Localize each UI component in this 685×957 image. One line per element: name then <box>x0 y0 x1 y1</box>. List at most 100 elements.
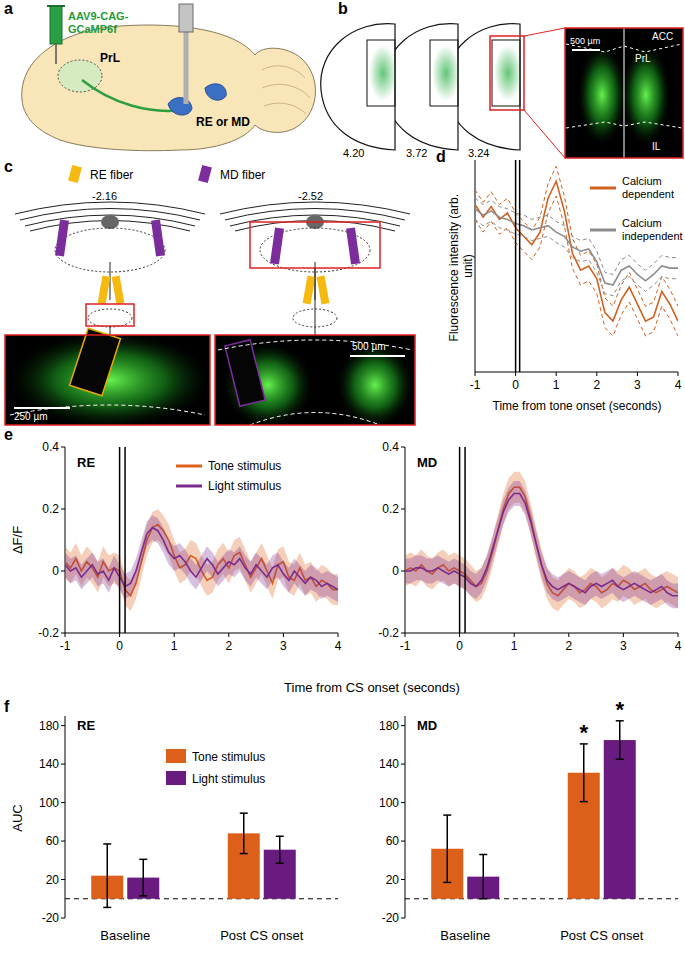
panel-letter: e <box>4 426 13 443</box>
y-tick-label: 20 <box>386 873 400 887</box>
y-tick-label: 0.4 <box>42 440 59 454</box>
region-label: IL <box>652 141 661 152</box>
y-tick-label: 140 <box>379 757 399 771</box>
onset-line <box>519 160 521 372</box>
prl-region <box>58 60 102 92</box>
y-tick <box>401 725 405 726</box>
x-tick <box>405 633 406 637</box>
error-cap <box>479 854 487 856</box>
fiber <box>317 276 330 305</box>
legend-swatch <box>198 165 212 183</box>
fiber <box>346 228 360 265</box>
legend-swatch <box>166 749 186 763</box>
x-tick-label: 2 <box>593 378 600 392</box>
section-outline <box>15 202 205 231</box>
onset-line <box>459 447 461 633</box>
fiber <box>112 276 125 305</box>
error-cap <box>276 835 284 837</box>
x-tick <box>678 633 679 637</box>
region-boundary <box>218 340 412 425</box>
error-line <box>475 196 678 336</box>
error-bar <box>580 744 588 802</box>
y-tick <box>401 509 405 510</box>
x-tick <box>514 633 515 637</box>
error-stem <box>447 815 449 882</box>
chart: -101234Calcium dependentCalcium independ… <box>470 160 683 392</box>
onset-line <box>124 447 126 633</box>
x-tick-label: Baseline <box>100 928 150 943</box>
zoom-line <box>524 28 565 36</box>
bar <box>604 740 636 899</box>
target-label: RE or MD <box>196 115 250 129</box>
chart-title: MD <box>417 455 437 470</box>
y-axis-label: ΔF/F <box>10 526 25 554</box>
legend-label: Calcium dependent <box>622 175 674 200</box>
error-bar <box>103 844 111 907</box>
error-stem <box>619 721 621 759</box>
legend-label: Light stimulus <box>208 479 281 493</box>
chart: -101234-0.200.20.4RETone stimulusLight s… <box>38 440 341 653</box>
habenula <box>101 215 119 229</box>
midline <box>624 28 625 158</box>
error-cap <box>240 812 248 814</box>
error-band <box>405 481 678 608</box>
axon-projection <box>82 80 182 111</box>
section-label: -2.52 <box>298 190 323 202</box>
x-tick <box>338 633 339 637</box>
error-bar <box>616 721 624 759</box>
x-tick-label: 1 <box>171 639 178 653</box>
text-line: unit) <box>461 254 475 277</box>
x-tick-label: 2 <box>565 639 572 653</box>
error-bar <box>443 815 451 882</box>
y-tick-label: -0.2 <box>378 626 399 640</box>
error-cap <box>443 882 451 884</box>
legend-swatch <box>176 465 202 468</box>
onset-line <box>119 447 121 633</box>
x-tick-label: 1 <box>553 378 560 392</box>
fiber <box>270 228 284 265</box>
y-tick-label: 60 <box>386 834 400 848</box>
expression-area <box>432 45 460 101</box>
zoom-box <box>250 222 380 268</box>
error-bar <box>240 813 248 853</box>
significance: * <box>579 720 588 745</box>
inset-border <box>565 28 683 158</box>
x-tick-label: 0 <box>456 639 463 653</box>
error-band <box>405 472 678 612</box>
plot-area <box>65 813 338 907</box>
x-axis <box>65 633 338 634</box>
series-line <box>405 494 678 596</box>
y-tick <box>61 841 65 842</box>
y-axis-label: AUC <box>10 804 25 831</box>
x-tick <box>596 372 597 376</box>
figure: abcdefAAV9-CAG-GCaMP6fPrLRE or MD4.203.7… <box>0 0 685 957</box>
plot-area <box>65 447 338 633</box>
x-tick-label: Baseline <box>440 928 490 943</box>
scale-bar <box>14 407 70 409</box>
x-tick <box>459 633 460 637</box>
x-tick <box>637 372 638 376</box>
chart: -101234-0.200.20.4MD <box>378 440 681 653</box>
x-tick <box>228 633 229 637</box>
x-tick-label: -1 <box>60 639 71 653</box>
y-tick-label: -0.2 <box>38 626 59 640</box>
y-tick <box>401 841 405 842</box>
y-tick <box>401 633 405 634</box>
scale-bar <box>572 49 600 51</box>
y-tick-label: 0 <box>392 564 399 578</box>
text-line: Calcium <box>622 217 665 229</box>
midline <box>110 262 111 300</box>
y-tick <box>61 571 65 572</box>
x-tick-label: 1 <box>511 639 518 653</box>
panel-letter: b <box>338 0 348 17</box>
x-axis <box>405 633 678 634</box>
x-tick-label: 3 <box>280 639 287 653</box>
y-tick-label: 180 <box>39 719 59 733</box>
plot-area <box>405 721 678 899</box>
onset-line <box>464 447 466 633</box>
error-cap <box>139 895 147 897</box>
x-tick-label: 2 <box>225 639 232 653</box>
error-stem <box>279 836 281 863</box>
y-tick-label: 100 <box>39 796 59 810</box>
fiber <box>98 276 111 305</box>
